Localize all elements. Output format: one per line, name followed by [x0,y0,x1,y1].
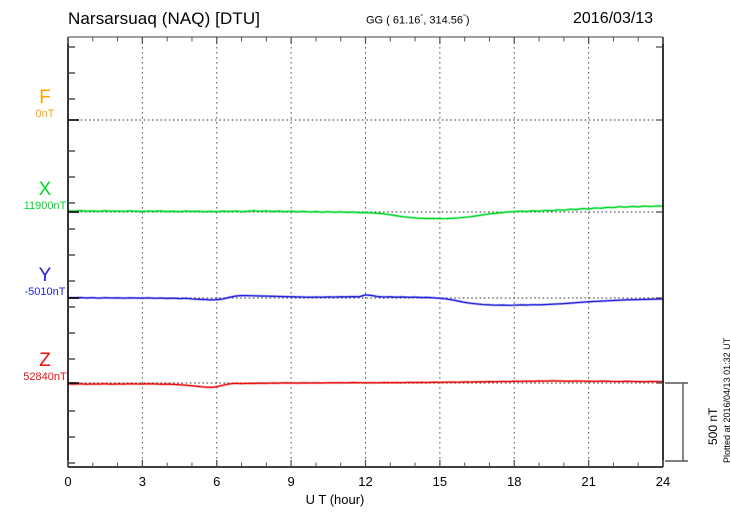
x-tick-label-21: 21 [581,474,596,489]
scale-bar-label: 500 nT [706,407,720,445]
x-axis-title: U T (hour) [0,492,730,507]
page-title: Narsarsuaq (NAQ) [DTU] [68,9,261,28]
component-baseline-X: 11900nT [23,200,67,212]
trace-X [67,205,664,220]
component-label-Z: Z 52840nT [23,351,66,384]
x-tick-label-24: 24 [655,474,671,489]
trace-glow-Y [67,293,664,307]
geographic-coordinates: GG ( 61.16°, 314.56°) [366,14,469,27]
component-baseline-Z: 52840nT [23,371,67,383]
component-letter-Z: Z [39,350,51,371]
component-baseline-Y: -5010nT [24,286,66,298]
trace-Z [67,380,664,388]
x-tick-label-0: 0 [64,474,72,489]
x-tick-label-9: 9 [287,474,295,489]
component-letter-X: X [38,179,52,200]
traces-layer [67,204,664,389]
x-tick-label-15: 15 [432,474,448,489]
trace-Y [67,294,664,306]
x-tick-label-3: 3 [138,474,146,489]
degree-symbol-lat: ° [420,14,424,21]
x-tick-label-6: 6 [213,474,221,489]
plot-frame [67,36,664,468]
degree-symbol-lon: ° [463,14,466,21]
component-label-F: F 0nT [36,88,55,121]
coords-lat: GG ( 61.16 [366,14,421,27]
x-tick-label-18: 18 [507,474,522,489]
coords-lon: , 314.56 [423,14,463,27]
x-axis-title-text: U T (hour) [305,492,365,507]
coords-close-paren: ) [465,14,470,27]
component-letter-Y: Y [38,265,52,286]
component-letter-F: F [39,87,51,108]
grid-layer [68,37,663,467]
scale-bar [665,382,688,462]
observation-date: 2016/03/13 [573,10,654,27]
x-tick-label-12: 12 [358,474,373,489]
component-label-X: X 11900nT [24,180,67,213]
plotted-timestamp: Plotted at 2016/04/13 01:32 UT [722,337,730,463]
component-label-Y: Y -5010nT [25,266,66,299]
component-baseline-F: 0nT [35,108,55,120]
